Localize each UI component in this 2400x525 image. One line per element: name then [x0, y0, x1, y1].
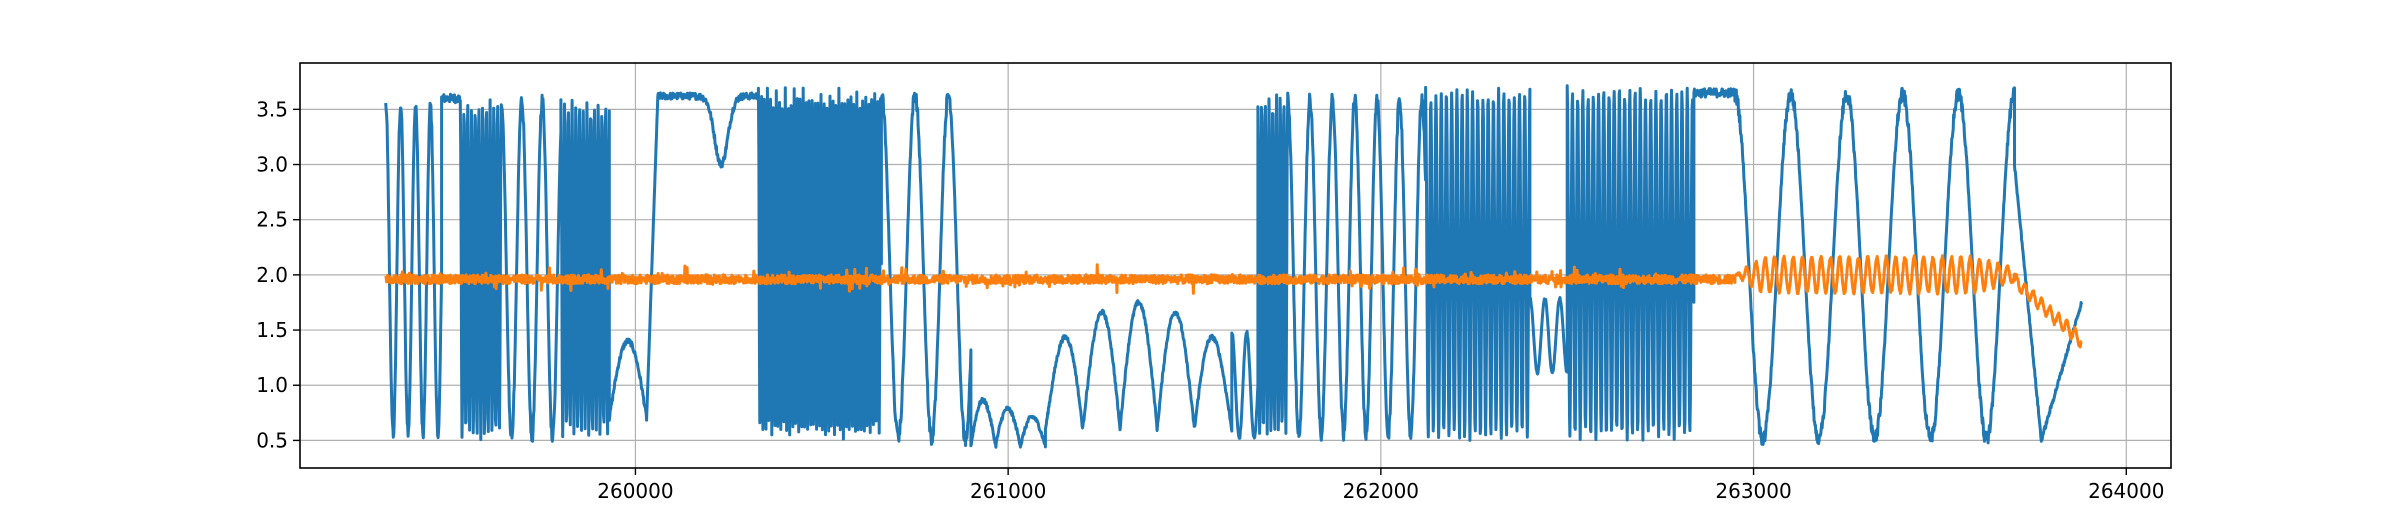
- y-tick-label: 1.0: [256, 373, 288, 397]
- x-tick-label: 260000: [597, 479, 673, 503]
- series-2-line: [384, 254, 2083, 349]
- x-tick-label: 262000: [1343, 479, 1419, 503]
- y-tick-label: 2.5: [256, 208, 288, 232]
- x-tick-label: 264000: [2088, 479, 2164, 503]
- plot-frame: [299, 62, 2172, 469]
- series-lines: [384, 84, 2083, 449]
- y-axis: 0.5 1.0 1.5 2.0 2.5 3.0 3.5: [256, 97, 300, 452]
- y-tick-label: 1.5: [256, 318, 288, 342]
- y-tick-label: 3.0: [256, 153, 288, 177]
- x-tick-label: 263000: [1715, 479, 1791, 503]
- y-tick-label: 0.5: [256, 428, 288, 452]
- y-tick-label: 2.0: [256, 263, 288, 287]
- x-tick-label: 261000: [970, 479, 1046, 503]
- y-tick-label: 3.5: [256, 97, 288, 121]
- x-axis: 260000 261000 262000 263000 264000: [597, 468, 2164, 503]
- series-1-line: [384, 84, 2083, 449]
